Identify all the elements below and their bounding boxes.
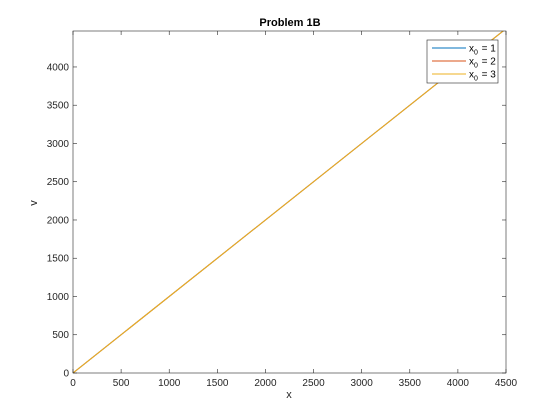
x-tick-label: 1500	[206, 378, 229, 389]
series-layer	[73, 31, 504, 373]
legend: x0 = 1x0 = 2x0 = 3	[426, 39, 499, 84]
chart-title: Problem 1B	[259, 17, 320, 29]
legend-entry-1: x0 = 1	[469, 44, 496, 57]
y-tick-label: 1000	[47, 292, 70, 303]
y-tick-label: 2500	[47, 177, 70, 188]
y-tick-label: 2000	[47, 215, 70, 226]
y-axis-label: v	[28, 200, 40, 206]
x-tick-label: 4000	[447, 378, 470, 389]
x-tick-label: 0	[70, 378, 76, 389]
y-tick-label: 1500	[47, 254, 70, 265]
y-tick-label: 4000	[47, 62, 70, 73]
x-axis-label: x	[286, 389, 292, 401]
x-tick-label: 1000	[158, 378, 181, 389]
plot-frame	[72, 30, 507, 374]
series-line-3	[73, 31, 504, 373]
x-tick-label: 3500	[399, 378, 422, 389]
x-tick-label: 500	[113, 378, 130, 389]
y-tick-label: 3000	[47, 139, 70, 150]
y-tick-label: 0	[63, 369, 69, 380]
legend-entry-2: x0 = 2	[469, 57, 496, 70]
y-tick-label: 500	[52, 330, 69, 341]
tick-layer: 0 500 1000 1500 2000 2500 3000 3500 4000 4500 0 500…	[47, 31, 518, 389]
x-tick-label: 2000	[254, 378, 277, 389]
x-tick-label: 2500	[302, 378, 325, 389]
y-tick-label: 3500	[47, 101, 70, 112]
legend-entry-3: x0 = 3	[469, 70, 496, 83]
x-tick-label: 3000	[351, 378, 374, 389]
x-tick-label: 4500	[495, 378, 518, 389]
